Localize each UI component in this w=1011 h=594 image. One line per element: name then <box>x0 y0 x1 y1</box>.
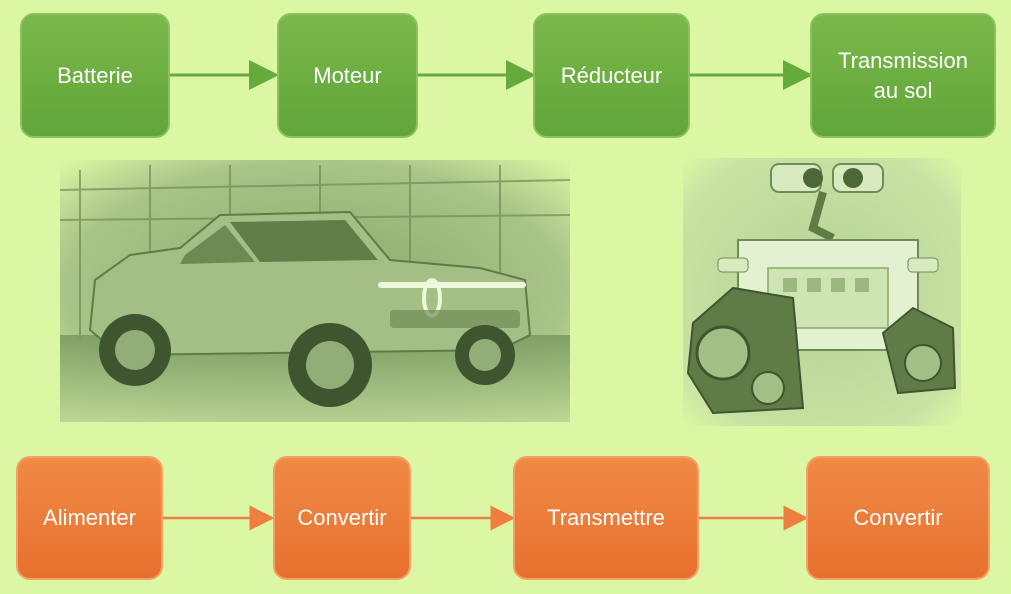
box-alimenter: Alimenter <box>16 456 163 580</box>
box-label: Moteur <box>313 62 382 88</box>
box-convertir-2: Convertir <box>806 456 990 580</box>
box-moteur: Moteur <box>277 13 418 138</box>
box-label: Transmission au sol <box>838 47 968 103</box>
tracked-robot-photo <box>683 158 961 426</box>
box-label: Réducteur <box>560 62 663 88</box>
box-label: Batterie <box>57 62 133 88</box>
box-batterie: Batterie <box>20 13 170 138</box>
box-label: Transmettre <box>547 505 665 530</box>
box-label: Convertir <box>853 505 943 530</box>
pickup-truck-photo <box>60 160 570 422</box>
box-transmettre: Transmettre <box>513 456 699 580</box>
box-transmission-au-sol: Transmission au sol <box>810 13 996 138</box>
box-label: Alimenter <box>43 505 136 530</box>
box-reducteur: Réducteur <box>533 13 690 138</box>
box-convertir-1: Convertir <box>273 456 411 580</box>
box-label: Convertir <box>297 505 387 530</box>
